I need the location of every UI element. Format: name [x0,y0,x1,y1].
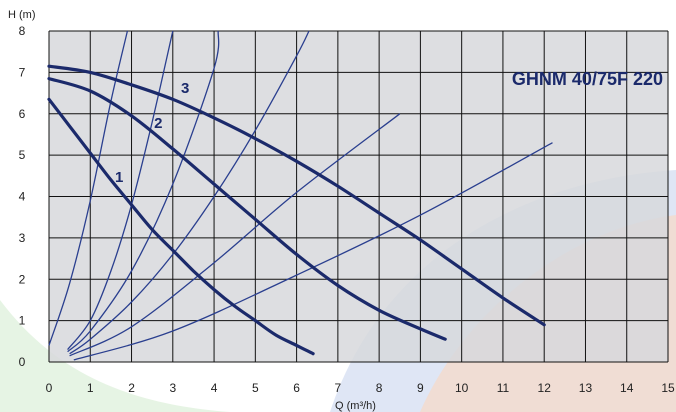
watermark-swoosh-green [0,300,230,412]
x-tick-label: 11 [497,381,510,395]
x-tick-label: 6 [293,381,300,395]
system-curve-5 [69,113,401,357]
grid-lines [48,30,669,363]
x-axis-label: Q (m³/h) [335,400,376,412]
x-tick-label: 2 [128,381,135,395]
x-tick-label: 1 [87,381,94,395]
x-tick-label: 4 [211,381,218,395]
x-tick-label: 8 [376,381,383,395]
system-curve-4 [69,30,310,355]
y-tick-labels: 0 1 2 3 4 5 6 7 8 [19,24,26,369]
pump-curve-2 [47,77,447,341]
x-tick-label: 15 [661,381,675,395]
x-tick-label: 7 [335,381,342,395]
curve-label-3: 3 [181,80,189,97]
x-tick-label: 13 [579,381,593,395]
y-tick-label: 0 [19,355,26,369]
system-curve-2 [67,30,174,351]
x-tick-label: 0 [46,381,53,395]
y-tick-label: 2 [19,272,26,286]
x-tick-label: 9 [417,381,424,395]
pump-curves [47,64,546,356]
chart-title: GHNM 40/75F 220 [512,69,663,89]
curve-label-1: 1 [115,169,123,186]
x-tick-label: 14 [620,381,634,395]
y-tick-label: 4 [19,190,26,204]
system-curve-3 [67,30,220,353]
x-tick-label: 10 [455,381,469,395]
y-tick-label: 3 [19,231,26,245]
y-tick-label: 5 [19,148,26,162]
y-tick-label: 7 [19,65,26,79]
pump-curve-3 [47,64,546,327]
curve-labels: 1 2 3 [115,80,189,186]
x-tick-label: 5 [252,381,259,395]
system-curves [48,30,553,361]
pump-curve-1 [47,97,315,356]
x-tick-label: 3 [169,381,176,395]
curve-label-2: 2 [154,115,162,132]
x-tick-labels: 0 1 2 3 4 5 6 7 8 9 10 11 12 13 14 15 [46,381,675,395]
system-curve-6 [73,142,553,361]
y-axis-label: H (m) [8,9,36,21]
y-tick-label: 6 [19,107,26,121]
y-tick-label: 8 [19,24,26,38]
y-tick-label: 1 [19,314,26,328]
x-tick-label: 12 [538,381,552,395]
